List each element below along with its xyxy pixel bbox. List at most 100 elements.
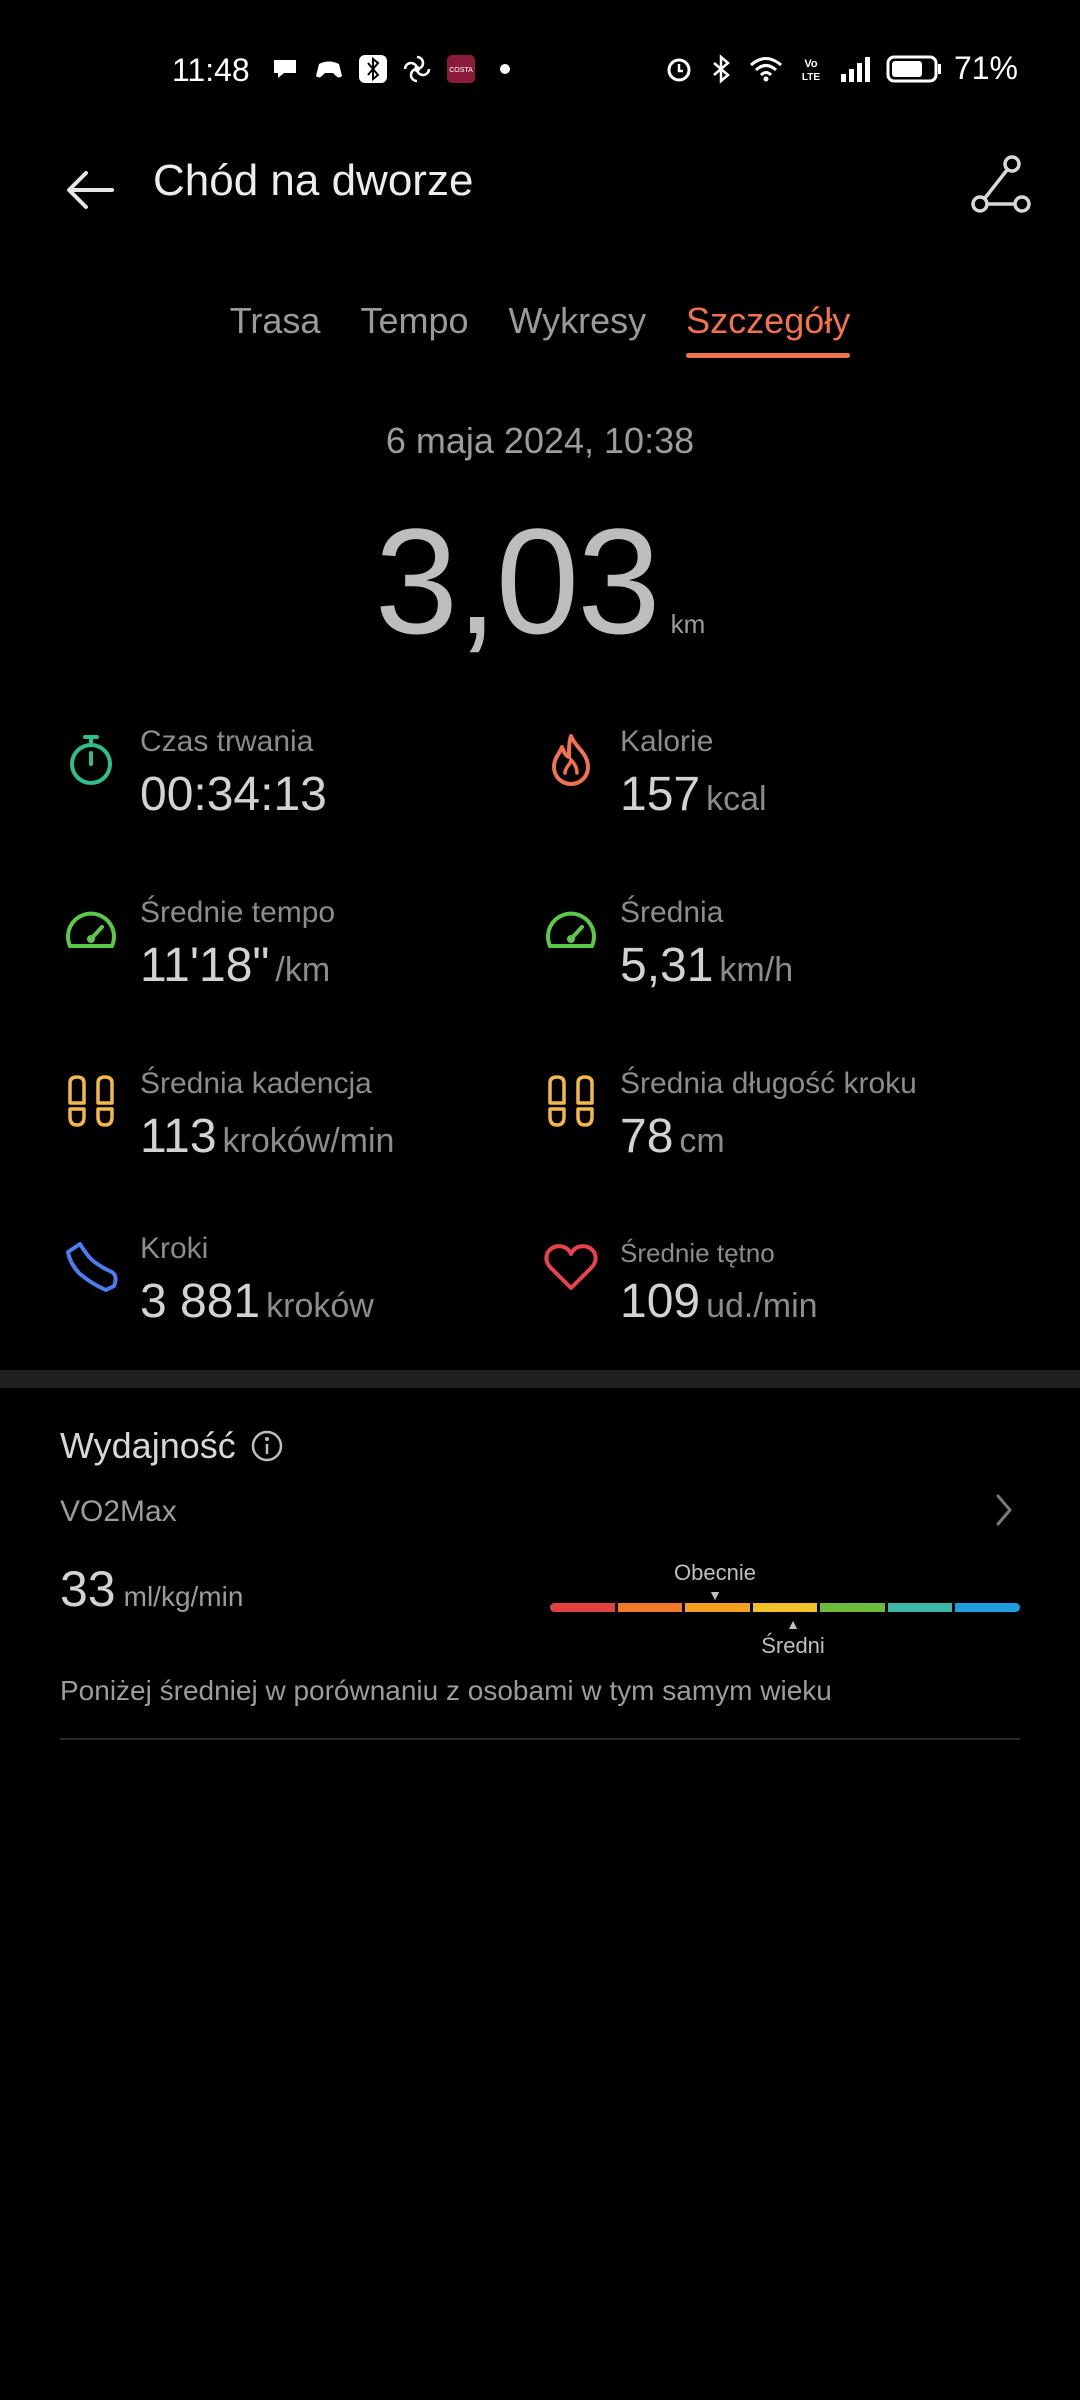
metric-label: Średnia	[620, 896, 724, 929]
volte-icon: Vo LTE	[802, 58, 820, 83]
speed-value: 5,31	[620, 939, 714, 992]
metric-value: 78 cm	[620, 1109, 725, 1164]
current-marker-label: Obecnie	[674, 1560, 756, 1585]
vo2max-label[interactable]: VO2Max	[60, 1495, 177, 1528]
heart-icon	[544, 1244, 598, 1290]
battery-icon	[886, 55, 941, 82]
tab-trasa[interactable]: Trasa	[229, 300, 321, 341]
heart-rate-value: 109	[620, 1275, 701, 1328]
performance-title: Wydajność	[60, 1425, 236, 1466]
scale-segment	[820, 1603, 885, 1612]
section-divider	[0, 1370, 1080, 1388]
heart-rate-unit: ud./min	[706, 1287, 818, 1325]
tab-wykresy[interactable]: Wykresy	[508, 300, 647, 341]
stopwatch-icon	[70, 735, 112, 785]
metric-value: 3 881 kroków	[140, 1274, 374, 1329]
battery-percent: 71%	[953, 50, 1018, 86]
svg-text:COSTA: COSTA	[449, 67, 473, 74]
metric-label: Średnia kadencja	[140, 1067, 372, 1100]
steps-value: 3 881	[140, 1275, 261, 1328]
fan-icon	[403, 55, 431, 83]
metric-duration: Czas trwania 00:34:13	[62, 725, 522, 835]
divider-line	[60, 1738, 1020, 1740]
metric-value: 113 kroków/min	[140, 1109, 394, 1164]
game-controller-icon	[316, 61, 342, 78]
shoe-icon	[66, 1242, 118, 1292]
tab-tempo[interactable]: Tempo	[360, 300, 469, 341]
flame-icon	[552, 734, 590, 786]
wifi-icon	[749, 56, 782, 81]
vo2max-number: 33	[60, 1561, 116, 1617]
chevron-right-icon[interactable]	[990, 1490, 1018, 1530]
metric-label: Czas trwania	[140, 725, 314, 758]
scale-segment	[955, 1603, 1021, 1612]
pace-value: 11'18"	[140, 939, 270, 992]
distance-unit: km	[670, 609, 706, 639]
metric-value: 11'18"/km	[140, 938, 330, 993]
status-bar: 11:48 COSTA Vo LTE 71%	[0, 0, 1080, 140]
metric-label: Średnie tempo	[140, 896, 336, 929]
metric-label: Kroki	[140, 1232, 209, 1265]
svg-text:Vo: Vo	[804, 58, 818, 70]
calories-unit: kcal	[706, 780, 767, 818]
down-triangle-icon: ▼	[708, 1587, 722, 1603]
steps-unit: kroków	[266, 1287, 374, 1325]
svg-text:LTE: LTE	[802, 72, 820, 83]
scale-segment	[550, 1603, 615, 1612]
bluetooth-icon	[713, 53, 730, 84]
metric-value: 5,31 km/h	[620, 938, 793, 993]
duration-value: 00:34:13	[140, 768, 327, 821]
pace-unit: /km	[275, 951, 331, 989]
metric-label: Kalorie	[620, 725, 714, 758]
scale-segment	[752, 1603, 818, 1612]
up-triangle-icon: ▲	[786, 1616, 800, 1632]
vo2max-unit: ml/kg/min	[123, 1581, 244, 1612]
distance-display: 3,03 km	[0, 495, 1080, 668]
average-marker: ▲ Średni	[748, 1617, 838, 1659]
metric-avg-speed: Średnia 5,31 km/h	[542, 896, 1002, 1006]
tab-bar: Trasa Tempo Wykresy Szczegóły	[0, 300, 1080, 358]
info-icon[interactable]	[250, 1429, 284, 1463]
speedometer-icon	[546, 911, 596, 948]
stride-unit: cm	[679, 1122, 725, 1160]
current-marker: Obecnie ▼	[670, 1560, 760, 1602]
page-title: Chód na dworze	[153, 156, 474, 205]
metric-label: Średnie tętno	[620, 1238, 775, 1268]
footprints-icon	[548, 1075, 594, 1127]
system-icons: Vo LTE 71%	[664, 50, 1018, 87]
bluetooth-app-icon	[359, 55, 387, 83]
workout-date: 6 maja 2024, 10:38	[385, 420, 695, 461]
app-header: Chód na dworze	[0, 140, 1080, 240]
average-marker-label: Średni	[761, 1633, 825, 1658]
notification-icons: COSTA	[270, 54, 520, 84]
vo2max-scale	[550, 1603, 1021, 1613]
route-share-icon[interactable]	[968, 154, 1032, 218]
speed-unit: km/h	[719, 951, 794, 989]
metric-avg-stride: Średnia długość kroku 78 cm	[542, 1067, 1002, 1177]
metric-calories: Kalorie 157 kcal	[542, 725, 1002, 835]
stride-value: 78	[620, 1110, 674, 1163]
metric-value: 00:34:13	[140, 767, 327, 822]
scale-segment	[887, 1603, 953, 1612]
metric-avg-heart-rate: Średnie tętno 109 ud./min	[542, 1232, 1002, 1342]
alarm-icon	[667, 58, 691, 81]
footprints-icon	[68, 1075, 114, 1127]
signal-icon	[840, 56, 870, 82]
dot-icon	[500, 64, 510, 74]
back-arrow-icon[interactable]	[60, 160, 120, 220]
cadence-value: 113	[140, 1110, 217, 1163]
tab-szczegoly[interactable]: Szczegóły	[686, 300, 851, 358]
distance-value: 3,03	[374, 497, 661, 665]
comparison-text: Poniżej średniej w porównaniu z osobami …	[60, 1675, 832, 1706]
speedometer-icon	[66, 911, 116, 948]
vo2max-value: 33 ml/kg/min	[60, 1560, 243, 1618]
status-time: 11:48	[172, 52, 250, 88]
cadence-unit: kroków/min	[222, 1122, 395, 1160]
metric-value: 109 ud./min	[620, 1274, 818, 1329]
metric-label: Średnia długość kroku	[620, 1067, 917, 1100]
chat-bubble-icon	[274, 60, 296, 78]
calories-value: 157	[620, 768, 701, 821]
metric-steps: Kroki 3 881 kroków	[62, 1232, 522, 1342]
scale-segment	[685, 1603, 750, 1612]
performance-header: Wydajność	[60, 1425, 284, 1467]
